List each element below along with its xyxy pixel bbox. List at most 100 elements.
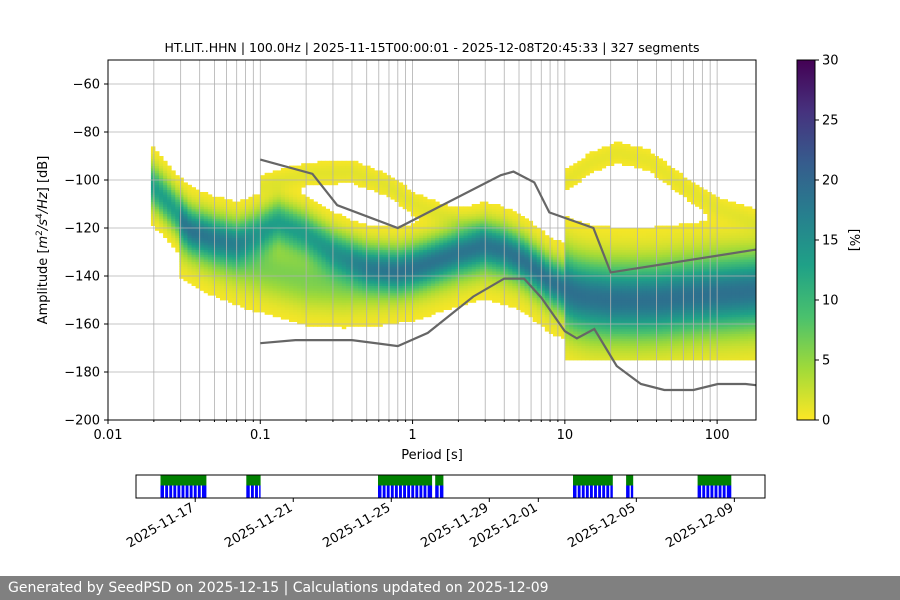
psd-cell bbox=[423, 259, 428, 262]
psd-cell bbox=[524, 312, 529, 315]
psd-cell bbox=[293, 283, 298, 286]
psd-cell bbox=[431, 304, 436, 308]
psd-cell bbox=[309, 165, 314, 169]
psd-cell bbox=[199, 211, 205, 214]
psd-cell bbox=[341, 180, 347, 183]
psd-cell bbox=[219, 271, 225, 274]
psd-cell bbox=[313, 206, 318, 210]
psd-cell bbox=[557, 319, 562, 322]
psd-cell bbox=[256, 242, 261, 246]
psd-cell bbox=[569, 340, 574, 344]
psd-cell bbox=[301, 237, 306, 241]
psd-cell bbox=[544, 300, 550, 303]
psd-cell bbox=[504, 285, 509, 289]
psd-cell bbox=[374, 184, 379, 188]
psd-cell bbox=[268, 172, 274, 176]
psd-cell bbox=[284, 218, 290, 222]
psd-cell bbox=[544, 237, 550, 241]
psd-cell bbox=[228, 232, 233, 236]
psd-cell bbox=[398, 182, 404, 186]
psd-cell bbox=[163, 182, 168, 186]
psd-cell bbox=[309, 316, 314, 320]
psd-cell bbox=[207, 266, 213, 270]
psd-cell bbox=[414, 201, 420, 205]
psd-cell bbox=[313, 228, 318, 231]
psd-cell bbox=[353, 285, 359, 289]
psd-cell bbox=[236, 220, 241, 224]
psd-cell bbox=[317, 168, 322, 171]
psd-cell bbox=[471, 261, 477, 265]
psd-cell bbox=[163, 216, 168, 219]
psd-cell bbox=[496, 271, 501, 274]
psd-cell bbox=[418, 256, 424, 260]
psd-cell bbox=[329, 302, 335, 306]
psd-cell bbox=[317, 288, 322, 291]
psd-cell bbox=[390, 261, 395, 265]
psd-cell bbox=[382, 304, 387, 308]
psd-cell bbox=[207, 247, 213, 250]
psd-cell bbox=[370, 300, 375, 303]
psd-cell bbox=[317, 170, 322, 174]
psd-cell bbox=[321, 312, 326, 315]
psd-cell bbox=[195, 278, 201, 282]
psd-cell bbox=[370, 237, 375, 241]
psd-cell bbox=[215, 230, 221, 234]
psd-cell bbox=[321, 309, 326, 313]
psd-cell bbox=[508, 304, 513, 308]
psd-cell bbox=[341, 261, 347, 265]
psd-cell bbox=[455, 218, 460, 222]
psd-cell bbox=[240, 232, 245, 236]
psd-cell bbox=[483, 204, 489, 207]
psd-cell bbox=[561, 297, 566, 301]
psd-cell bbox=[532, 254, 538, 258]
psd-cell bbox=[195, 206, 201, 210]
psd-cell bbox=[418, 290, 424, 294]
psd-cell bbox=[366, 180, 371, 183]
psd-cell bbox=[353, 225, 359, 229]
psd-cell bbox=[520, 254, 525, 258]
psd-cell bbox=[423, 216, 428, 219]
psd-cell bbox=[337, 242, 343, 246]
psd-cell bbox=[557, 249, 562, 253]
psd-cell bbox=[260, 184, 266, 188]
psd-cell bbox=[325, 307, 331, 310]
psd-cell bbox=[366, 266, 371, 270]
psd-cell bbox=[293, 271, 298, 274]
psd-cell bbox=[252, 254, 257, 258]
psd-cell bbox=[301, 278, 306, 282]
psd-cell bbox=[280, 259, 286, 262]
psd-cell bbox=[548, 324, 554, 327]
psd-cell bbox=[443, 218, 448, 222]
psd-cell bbox=[232, 208, 237, 212]
psd-cell bbox=[443, 247, 448, 250]
psd-cell bbox=[309, 170, 314, 174]
psd-cell bbox=[325, 242, 331, 246]
psd-cell bbox=[406, 261, 412, 265]
psd-cell bbox=[451, 232, 456, 236]
psd-cell bbox=[512, 264, 517, 267]
psd-cell bbox=[459, 247, 465, 250]
psd-cell bbox=[199, 266, 205, 270]
psd-cell bbox=[459, 280, 465, 284]
psd-cell bbox=[301, 242, 306, 246]
psd-cell bbox=[382, 244, 387, 248]
psd-cell bbox=[471, 237, 477, 241]
psd-cell bbox=[483, 292, 489, 296]
psd-cell bbox=[358, 247, 363, 250]
psd-cell bbox=[374, 228, 379, 231]
psd-cell bbox=[248, 300, 253, 303]
psd-cell bbox=[183, 201, 188, 205]
psd-cell bbox=[358, 271, 363, 274]
psd-cell bbox=[378, 264, 383, 267]
psd-cell bbox=[280, 218, 286, 222]
psd-cell bbox=[183, 218, 188, 222]
psd-cell bbox=[431, 261, 436, 265]
psd-cell bbox=[321, 304, 326, 308]
psd-cell bbox=[504, 218, 509, 222]
psd-cell bbox=[333, 290, 339, 294]
psd-cell bbox=[512, 228, 517, 231]
psd-cell bbox=[155, 175, 160, 178]
psd-cell bbox=[272, 247, 278, 250]
psd-cell bbox=[301, 199, 306, 202]
psd-cell bbox=[325, 237, 331, 241]
